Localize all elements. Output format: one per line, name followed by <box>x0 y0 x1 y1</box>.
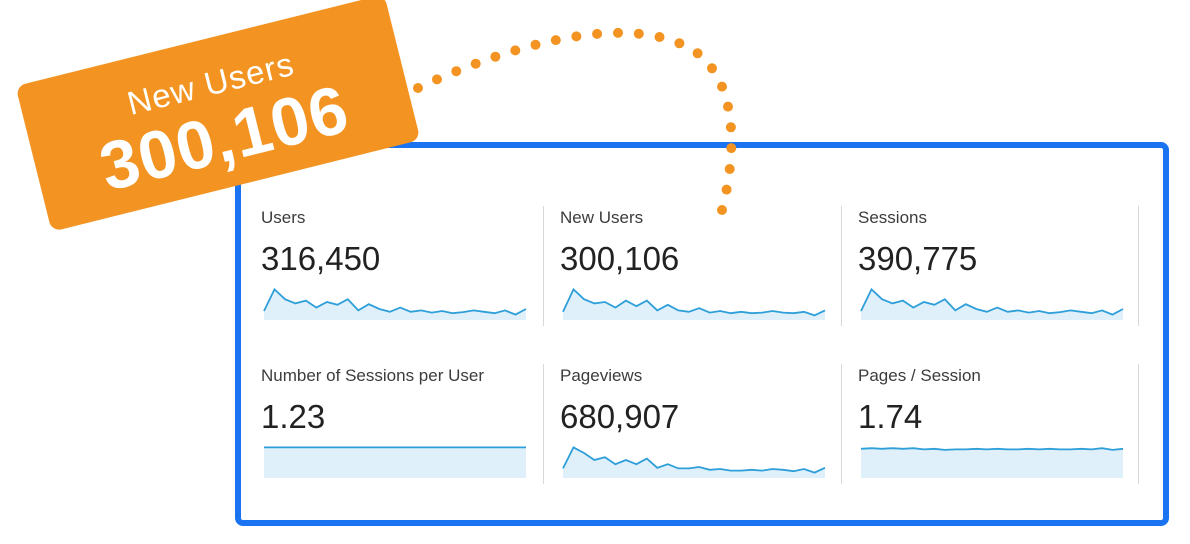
metric-sparkline <box>860 287 1124 320</box>
metric-label: Sessions <box>858 208 927 227</box>
metrics-panel: Users 316,450 New Users 300,106 Sessions… <box>235 142 1169 526</box>
connector-dot <box>550 35 561 46</box>
sparkline-line <box>562 446 826 474</box>
divider <box>543 206 544 326</box>
connector-dot <box>717 81 727 92</box>
metric-value: 300,106 <box>560 240 680 277</box>
sparkline-area <box>861 448 1123 478</box>
metric-value: 390,775 <box>858 240 978 277</box>
sparkline-line <box>562 287 826 317</box>
metric-sparkline <box>860 447 1124 478</box>
sparkline-area <box>563 289 825 320</box>
metric-sparkline <box>562 446 826 478</box>
connector-dot <box>692 48 703 59</box>
connector-dot <box>721 184 732 195</box>
connector-dot <box>654 32 665 42</box>
sparkline-line <box>860 287 1124 316</box>
metric-sparkline <box>264 446 526 478</box>
metric-sparkline <box>263 287 527 320</box>
metric-sessions[interactable]: Sessions 390,775 <box>858 208 1138 338</box>
metric-label: Pageviews <box>560 366 643 385</box>
connector-dot <box>510 45 521 56</box>
connector-dot <box>717 205 727 215</box>
sparkline-line <box>860 447 1124 451</box>
divider <box>543 364 544 484</box>
connector-dot <box>530 39 541 50</box>
connector-dot <box>723 101 733 112</box>
connector-dot <box>592 28 603 39</box>
sparkline-area <box>563 447 825 478</box>
metric-value: 1.74 <box>858 398 923 435</box>
metric-pages-per-session[interactable]: Pages / Session 1.74 <box>858 366 1138 496</box>
connector-dot <box>413 83 423 93</box>
connector-dot <box>451 66 462 77</box>
sparkline-area <box>264 289 526 320</box>
metric-value: 316,450 <box>261 240 381 277</box>
sparkline-area <box>264 447 526 478</box>
connector-dot <box>432 74 442 85</box>
divider <box>1138 364 1139 484</box>
connector-dot <box>674 38 685 49</box>
metric-sparkline <box>562 287 826 320</box>
divider <box>841 364 842 484</box>
connector-dot <box>724 164 735 174</box>
divider <box>1138 206 1139 326</box>
metric-value: 680,907 <box>560 398 680 435</box>
metric-value: 1.23 <box>261 398 326 435</box>
connector-dot <box>633 28 644 39</box>
metric-new-users[interactable]: New Users 300,106 <box>560 208 840 338</box>
metric-pageviews[interactable]: Pageviews 680,907 <box>560 366 840 496</box>
metric-sessions-per-user[interactable]: Number of Sessions per User 1.23 <box>261 366 541 496</box>
connector-dot <box>490 51 501 62</box>
connector-dot <box>470 58 481 69</box>
metric-label: Number of Sessions per User <box>261 366 484 385</box>
connector-dot <box>725 122 736 133</box>
sparkline-area <box>861 289 1123 320</box>
connector-dot <box>707 63 717 74</box>
metric-label: Users <box>261 208 306 227</box>
connector-dot <box>571 31 582 42</box>
divider <box>841 206 842 326</box>
metric-label: Pages / Session <box>858 366 981 385</box>
metric-users[interactable]: Users 316,450 <box>261 208 541 338</box>
connector-dot <box>613 27 623 38</box>
connector-dot <box>726 143 737 154</box>
metric-label: New Users <box>560 208 644 227</box>
sparkline-line <box>263 287 527 316</box>
